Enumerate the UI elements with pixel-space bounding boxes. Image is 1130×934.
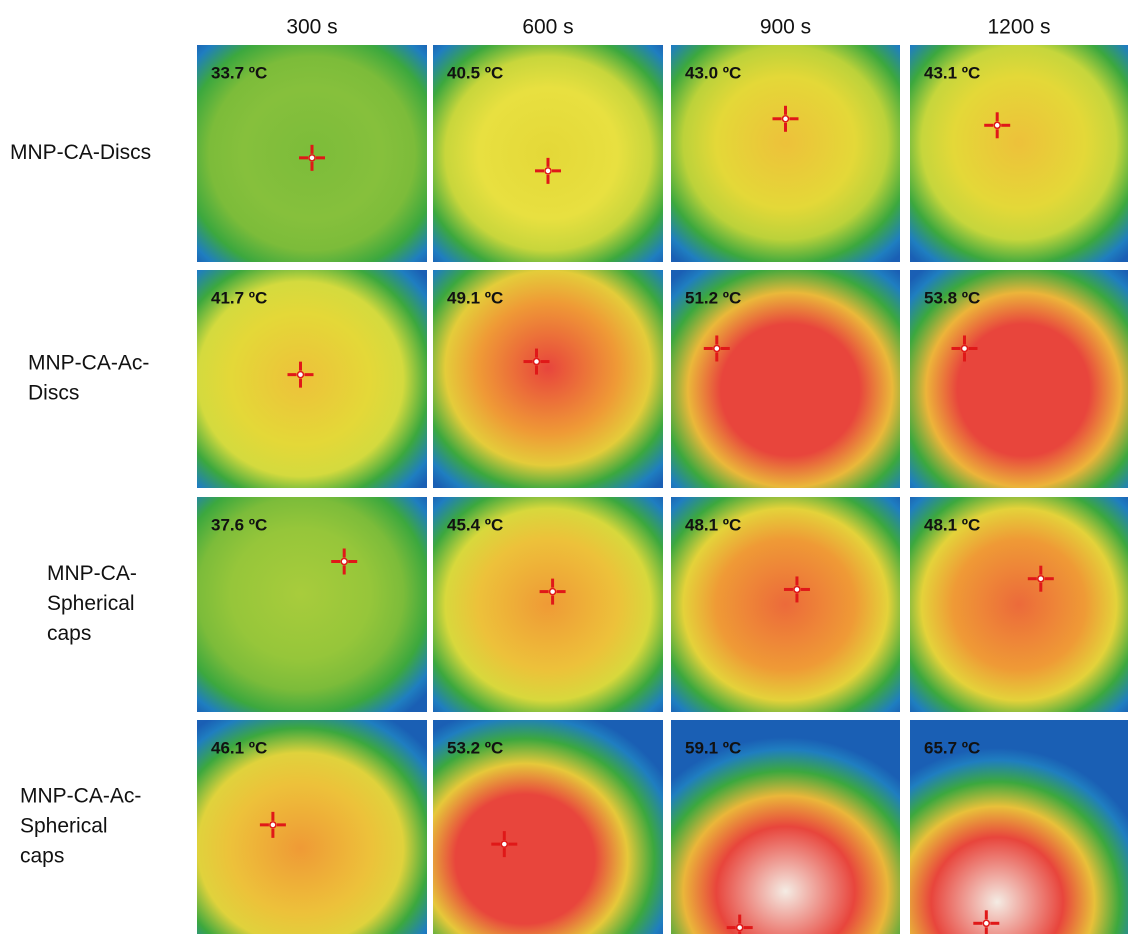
temperature-label: 65.7 ºC xyxy=(924,738,980,757)
temperature-label: 53.8 ºC xyxy=(924,288,980,307)
row-label: Spherical xyxy=(20,815,108,838)
temperature-label: 33.7 ºC xyxy=(211,63,267,82)
temperature-label: 40.5 ºC xyxy=(447,63,503,82)
temperature-label: 43.1 ºC xyxy=(924,63,980,82)
row-label: caps xyxy=(47,622,91,645)
row-label: caps xyxy=(20,845,64,868)
temperature-label: 41.7 ºC xyxy=(211,288,267,307)
temperature-label: 51.2 ºC xyxy=(685,288,741,307)
temperature-label: 53.2 ºC xyxy=(447,738,503,757)
row-label: MNP-CA-Discs xyxy=(10,141,151,164)
temperature-label: 48.1 ºC xyxy=(685,515,741,534)
column-header: 300 s xyxy=(286,16,337,39)
temperature-label: 46.1 ºC xyxy=(211,738,267,757)
temperature-label: 48.1 ºC xyxy=(924,515,980,534)
row-label: Spherical xyxy=(47,592,135,615)
temperature-label: 43.0 ºC xyxy=(685,63,741,82)
temperature-label: 45.4 ºC xyxy=(447,515,503,534)
temperature-label: 49.1 ºC xyxy=(447,288,503,307)
column-header: 1200 s xyxy=(987,16,1050,39)
row-label: MNP-CA-Ac- xyxy=(28,352,149,375)
column-header: 600 s xyxy=(522,16,573,39)
temperature-label: 37.6 ºC xyxy=(211,515,267,534)
figure: 300 s600 s900 s1200 sMNP-CA-Discs33.7 ºC… xyxy=(0,0,1130,934)
row-label: MNP-CA-Ac- xyxy=(20,785,141,808)
row-label: MNP-CA- xyxy=(47,562,137,585)
row-label: Discs xyxy=(28,382,79,405)
column-header: 900 s xyxy=(760,16,811,39)
temperature-label: 59.1 ºC xyxy=(685,738,741,757)
